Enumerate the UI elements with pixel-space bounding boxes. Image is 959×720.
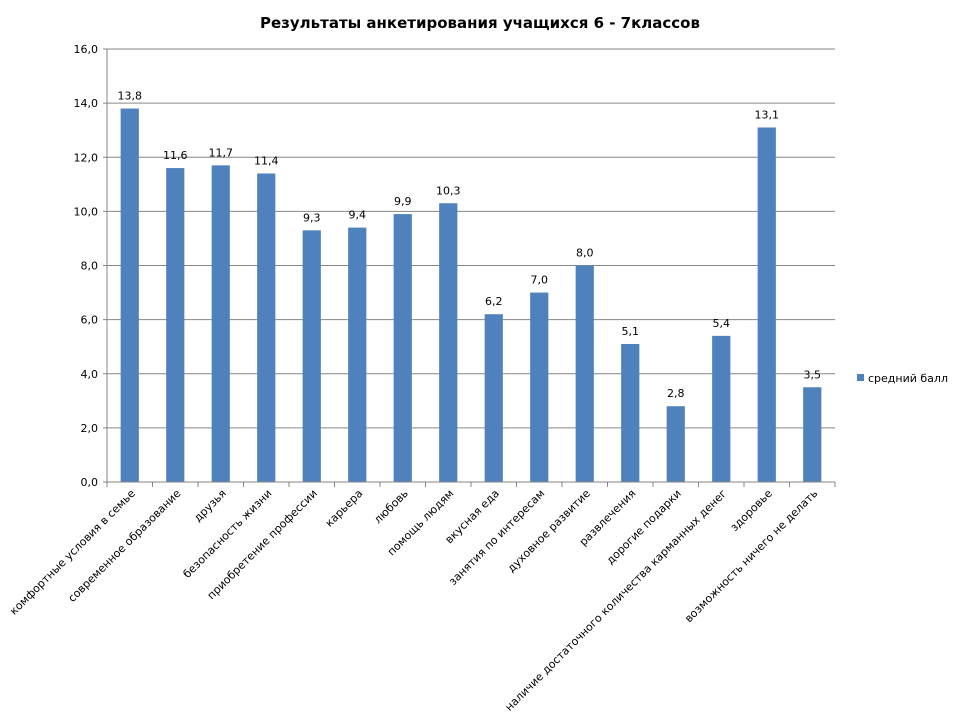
category-label: друзья [191,487,229,525]
y-tick-label: 4,0 [81,368,99,381]
y-tick-label: 8,0 [81,260,99,273]
bar [803,387,822,482]
bar [166,168,185,482]
legend-label: средний балл [868,372,948,385]
data-label: 2,8 [667,387,685,400]
bar [621,343,640,482]
data-label: 5,1 [622,325,640,338]
data-label: 10,3 [436,184,461,197]
y-tick-label: 0,0 [81,476,99,489]
bar [257,173,276,483]
bar [757,127,776,482]
y-tick-label: 12,0 [74,151,99,164]
bars [120,108,822,483]
bar [302,230,321,482]
y-tick-label: 10,0 [74,205,99,218]
category-label: наличие достаточного количества карманны… [503,487,730,714]
legend: средний балл [857,372,948,385]
chart-title: Результаты анкетирования учащихся 6 - 7к… [260,14,700,32]
data-label: 9,3 [303,211,321,224]
category-label: здоровье [728,487,775,534]
data-label: 5,4 [713,317,731,330]
data-label: 13,8 [118,90,143,103]
data-labels: 13,8 11,6 11,7 11,4 9,3 9,4 9,9 10,3 6,2 7,0 8,0 5,… [118,90,822,401]
y-tick-label: 16,0 [74,43,99,56]
category-label: любовь [371,487,410,526]
y-tick-label: 2,0 [81,422,99,435]
data-label: 7,0 [531,274,549,287]
y-axis-tick-labels: 0,0 2,0 4,0 6,0 8,0 10,0 12,0 14,0 16,0 [74,43,99,489]
category-label: духовное развитие [505,487,593,575]
legend-swatch [857,374,864,381]
bar [666,406,685,482]
y-tick-label: 6,0 [81,314,99,327]
data-label: 9,4 [349,209,367,222]
bar [530,292,549,482]
bar [348,227,367,482]
bar [575,265,594,482]
category-label: карьера [323,487,366,530]
bar [712,335,731,482]
data-label: 11,7 [209,146,234,159]
bar [393,214,412,483]
bar [211,165,230,482]
data-label: 9,9 [394,195,412,208]
bar [484,314,503,482]
data-label: 6,2 [485,295,503,308]
data-label: 8,0 [576,247,594,260]
bar [439,203,458,482]
data-label: 3,5 [804,368,822,381]
data-label: 11,6 [163,149,188,162]
axes [103,48,836,487]
data-label: 11,4 [254,154,279,167]
y-tick-label: 14,0 [74,97,99,110]
bar [120,108,139,482]
data-label: 13,1 [755,108,780,121]
category-label: безопасность жизни [181,487,275,581]
